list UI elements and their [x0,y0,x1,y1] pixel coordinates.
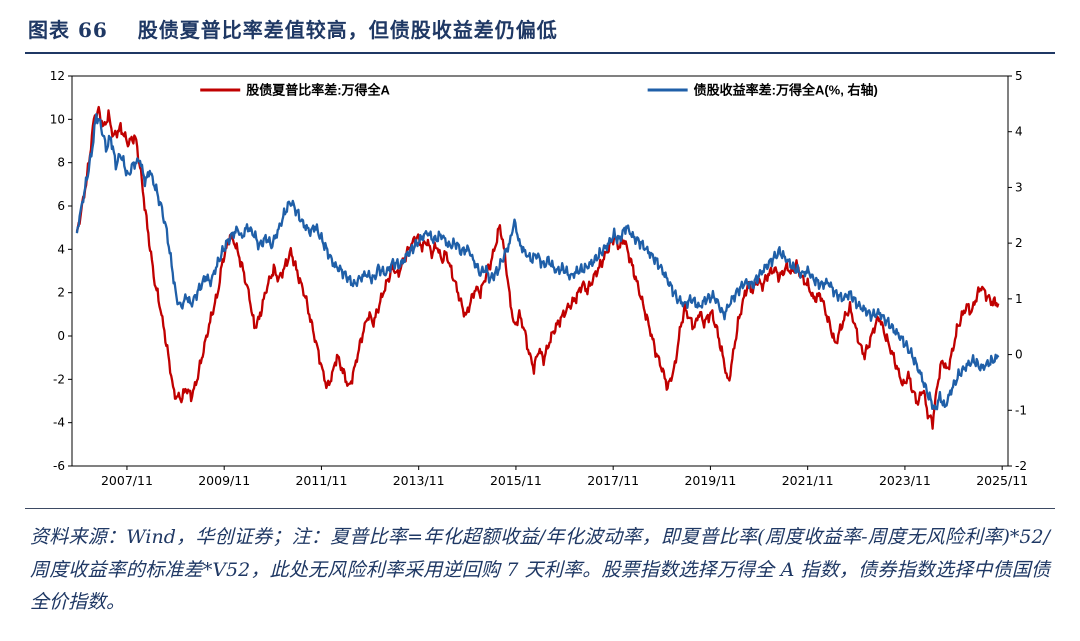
svg-text:-4: -4 [53,416,65,430]
figure-number: 图表 66 [28,18,108,42]
svg-text:-1: -1 [1015,403,1027,417]
svg-text:10: 10 [50,112,65,126]
figure-heading: 股债夏普比率差值较高，但债股收益差仍偏低 [137,18,558,42]
chart-area: 12 10 8 6 4 2 0 -2 -4 -6 5 4 3 2 1 0 -1 -2 2007/11 2009/11 2… [0,54,1080,496]
svg-text:2023/11: 2023/11 [879,473,931,488]
svg-text:2009/11: 2009/11 [198,473,250,488]
svg-text:2019/11: 2019/11 [684,473,736,488]
footer-divider [25,508,1055,509]
svg-text:6: 6 [57,199,65,213]
svg-text:-6: -6 [53,459,65,473]
svg-text:2013/11: 2013/11 [393,473,445,488]
svg-text:1: 1 [1015,292,1023,306]
svg-text:5: 5 [1015,69,1023,83]
source-note: 资料来源：Wind，华创证券；注：夏普比率=年化超额收益/年化波动率，即夏普比率… [30,526,1050,614]
title-divider [25,52,1055,54]
svg-text:2: 2 [57,286,65,300]
svg-text:-2: -2 [1015,459,1027,473]
svg-text:0: 0 [57,329,65,343]
svg-text:2007/11: 2007/11 [101,473,153,488]
report-figure: 图表 66 股债夏普比率差值较高，但债股收益差仍偏低 12 10 8 6 4 2 0 -2 -4-… [0,0,1080,614]
svg-text:4: 4 [57,242,65,256]
svg-text:2: 2 [1015,236,1023,250]
svg-text:2025/11: 2025/11 [976,473,1028,488]
svg-text:8: 8 [57,156,65,170]
figure-title: 图表 66 股债夏普比率差值较高，但债股收益差仍偏低 [0,0,1080,43]
svg-text:2017/11: 2017/11 [587,473,639,488]
svg-text:4: 4 [1015,125,1023,139]
svg-text:2015/11: 2015/11 [490,473,542,488]
svg-text:股债夏普比率差:万得全A: 股债夏普比率差:万得全A [246,83,390,98]
svg-text:12: 12 [50,69,65,83]
svg-text:债股收益率差:万得全A(%, 右轴): 债股收益率差:万得全A(%, 右轴) [694,83,878,98]
svg-text:0: 0 [1015,348,1023,362]
svg-text:-2: -2 [53,372,65,386]
svg-text:3: 3 [1015,180,1023,194]
svg-text:2021/11: 2021/11 [782,473,834,488]
svg-text:2011/11: 2011/11 [295,473,347,488]
